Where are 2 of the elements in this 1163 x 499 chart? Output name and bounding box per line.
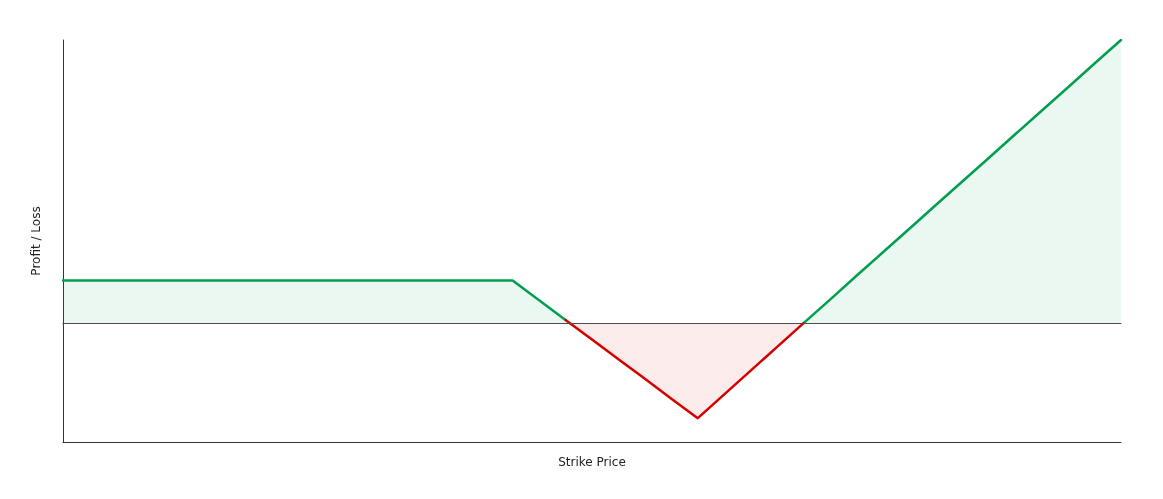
x-axis-title: Strike Price	[558, 455, 626, 469]
y-axis-title: Profit / Loss	[29, 206, 43, 276]
